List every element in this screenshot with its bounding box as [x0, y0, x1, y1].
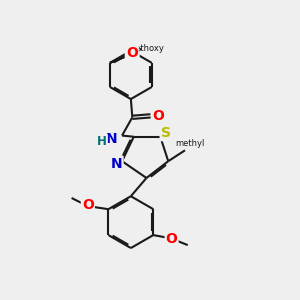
Text: methyl: methyl — [175, 139, 204, 148]
Text: H: H — [97, 135, 107, 148]
Text: O: O — [82, 198, 94, 212]
Text: N: N — [106, 131, 118, 146]
Text: N: N — [111, 157, 122, 170]
Text: methoxy: methoxy — [127, 44, 164, 52]
Text: S: S — [160, 126, 171, 140]
Text: O: O — [126, 46, 138, 60]
Text: O: O — [166, 232, 178, 246]
Text: O: O — [127, 46, 139, 60]
Text: O: O — [152, 109, 164, 123]
